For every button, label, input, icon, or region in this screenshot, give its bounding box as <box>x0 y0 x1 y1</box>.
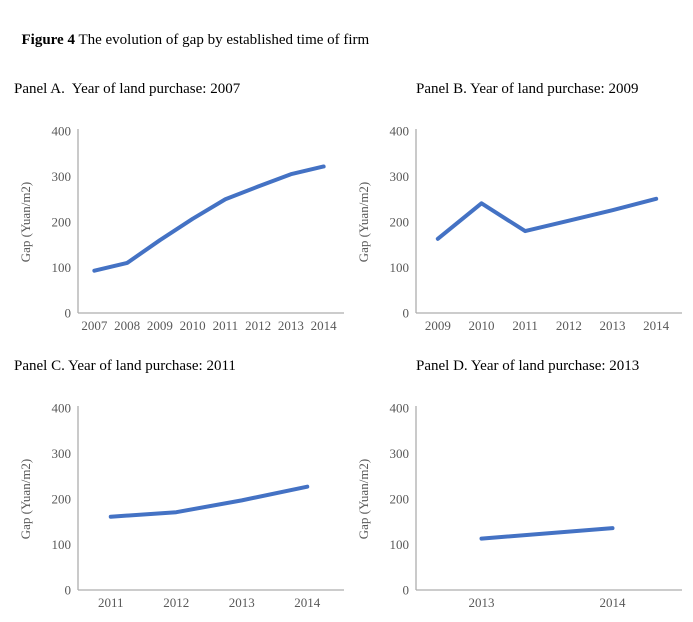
panel-b-chart: 0 100 200 300 400 2009 2010 2011 2012 2013 2014 Gap… <box>352 115 690 345</box>
y-tick-label: 0 <box>403 583 410 598</box>
panel-a-chart: 0 100 200 300 400 2007 2008 2009 2010 2011 2012 201… <box>14 115 352 345</box>
line-chart-svg: 0 100 200 300 400 2009 2010 2011 2012 2013 2014 Gap… <box>356 124 682 333</box>
figure-number: Figure 4 <box>21 32 75 48</box>
x-tick-label: 2014 <box>311 318 338 333</box>
gap-series-line <box>479 526 615 541</box>
figure-title: Figure 4 The evolution of gap by establi… <box>14 10 693 50</box>
x-tick-label: 2014 <box>643 318 670 333</box>
gap-series-line <box>92 164 326 273</box>
y-tick-label: 400 <box>390 124 410 139</box>
y-axis-title: Gap (Yuan/m2) <box>356 182 371 263</box>
y-tick-label: 300 <box>52 169 72 184</box>
y-tick-label: 100 <box>390 537 410 552</box>
x-tick-label: 2007 <box>81 318 108 333</box>
y-tick-label: 100 <box>390 260 410 275</box>
y-tick-label: 400 <box>52 124 72 139</box>
y-tick-label: 100 <box>52 260 72 275</box>
x-tick-label: 2011 <box>213 318 239 333</box>
y-axis-title: Gap (Yuan/m2) <box>18 459 33 540</box>
panel-d-chart: 0 100 200 300 400 2013 2014 Gap (Yuan/m2) <box>352 392 690 622</box>
x-tick-label: 2008 <box>114 318 140 333</box>
x-tick-label: 2009 <box>425 318 451 333</box>
y-tick-label: 200 <box>52 492 72 507</box>
y-tick-label: 200 <box>390 492 410 507</box>
x-tick-label: 2010 <box>469 318 495 333</box>
y-tick-label: 100 <box>52 537 72 552</box>
gap-series-line <box>435 196 659 241</box>
y-tick-label: 200 <box>390 215 410 230</box>
x-tick-label: 2009 <box>147 318 173 333</box>
x-tick-label: 2010 <box>180 318 206 333</box>
panels-grid: Panel A. Year of land purchase: 2007 0 10… <box>14 80 693 622</box>
y-tick-label: 300 <box>52 446 72 461</box>
y-axis-title: Gap (Yuan/m2) <box>356 459 371 540</box>
panel-d: Panel D. Year of land purchase: 2013 0 10… <box>352 357 690 622</box>
x-tick-label: 2012 <box>245 318 271 333</box>
y-tick-label: 0 <box>65 583 72 598</box>
x-tick-label: 2013 <box>600 318 626 333</box>
y-tick-label: 200 <box>52 215 72 230</box>
x-tick-label: 2011 <box>512 318 538 333</box>
y-axis-title: Gap (Yuan/m2) <box>18 182 33 263</box>
y-tick-label: 400 <box>390 401 410 416</box>
panel-c-chart: 0 100 200 300 400 2011 2012 2013 2014 Gap (Yuan/m… <box>14 392 352 622</box>
panel-a: Panel A. Year of land purchase: 2007 0 10… <box>14 80 352 345</box>
x-tick-label: 2013 <box>278 318 304 333</box>
panel-b: Panel B. Year of land purchase: 2009 0 10… <box>352 80 690 345</box>
line-chart-svg: 0 100 200 300 400 2007 2008 2009 2010 2011 2012 201… <box>18 124 344 333</box>
y-tick-label: 0 <box>403 306 410 321</box>
panel-a-title: Panel A. Year of land purchase: 2007 <box>14 81 241 97</box>
panel-c: Panel C. Year of land purchase: 2011 0 10… <box>14 357 352 622</box>
y-tick-label: 0 <box>65 306 72 321</box>
gap-series-line <box>108 484 310 519</box>
panel-d-title: Panel D. Year of land purchase: 2013 <box>416 358 640 374</box>
y-tick-label: 300 <box>390 169 410 184</box>
y-tick-label: 400 <box>52 401 72 416</box>
panel-b-title: Panel B. Year of land purchase: 2009 <box>416 81 639 97</box>
panel-c-title: Panel C. Year of land purchase: 2011 <box>14 358 236 374</box>
y-tick-label: 300 <box>390 446 410 461</box>
figure-caption: The evolution of gap by established time… <box>74 32 370 48</box>
x-tick-label: 2012 <box>556 318 582 333</box>
